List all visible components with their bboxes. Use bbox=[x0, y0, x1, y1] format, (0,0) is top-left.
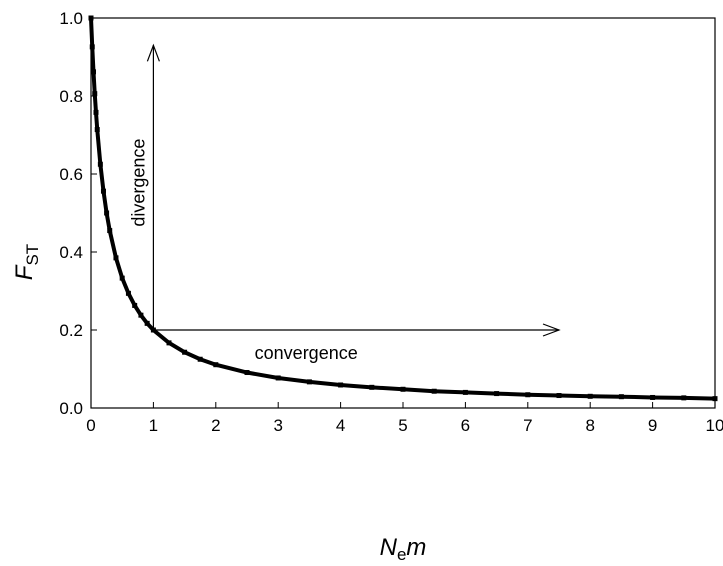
divergence-arrowhead bbox=[146, 43, 160, 62]
fst-curve-marker bbox=[681, 395, 687, 401]
divergence-label: divergence bbox=[128, 139, 148, 227]
x-tick-label: 9 bbox=[648, 416, 657, 435]
ticks-group: 0 1 2 3 4 5 6 7 8 9 10 0.0 0.2 0.4 0.6 0.8 1.0 bbox=[59, 9, 723, 435]
x-axis-title: Nem bbox=[380, 534, 427, 564]
curve-group bbox=[88, 15, 718, 402]
x-tick-label: 10 bbox=[706, 416, 723, 435]
annotations-group: divergence convergence bbox=[128, 43, 561, 363]
fst-curve-marker bbox=[712, 396, 718, 402]
fst-curve-marker bbox=[113, 255, 119, 261]
fst-curve-marker bbox=[100, 188, 106, 194]
x-axis-title-sub: e bbox=[397, 545, 406, 564]
plot-frame bbox=[90, 17, 716, 409]
fst-curve-marker bbox=[525, 392, 531, 398]
fst-curve-marker bbox=[369, 384, 375, 390]
fst-curve-marker bbox=[132, 302, 138, 308]
x-tick-label: 7 bbox=[523, 416, 532, 435]
y-axis-title-main: F bbox=[11, 264, 38, 280]
fst-curve-marker bbox=[92, 91, 98, 97]
fst-curve-marker bbox=[618, 394, 624, 400]
x-tick-label: 2 bbox=[211, 416, 220, 435]
fst-curve-line bbox=[89, 17, 716, 401]
fst-curve-marker bbox=[94, 127, 100, 133]
fst-curve-marker bbox=[197, 356, 203, 362]
fst-curve-marker bbox=[104, 210, 110, 216]
fst-curve-marker bbox=[213, 362, 219, 368]
fst-curve-marker bbox=[89, 44, 95, 50]
fst-curve-marker bbox=[97, 161, 103, 167]
y-axis-title: FST bbox=[11, 244, 42, 280]
fst-curve-marker bbox=[431, 388, 437, 394]
x-tick-label: 0 bbox=[86, 416, 95, 435]
y-tick-label: 1.0 bbox=[59, 9, 83, 28]
fst-curve-marker bbox=[144, 320, 150, 326]
y-tick-label: 0.2 bbox=[59, 321, 83, 340]
x-tick-label: 4 bbox=[336, 416, 345, 435]
fst-curve-marker bbox=[587, 393, 593, 399]
fst-curve-marker bbox=[338, 382, 344, 388]
fst-curve-marker bbox=[650, 394, 656, 400]
fst-curve-marker bbox=[166, 340, 172, 346]
fst-curve-marker bbox=[494, 391, 500, 397]
fst-curve-marker bbox=[119, 275, 125, 281]
fst-curve-marker bbox=[244, 370, 250, 376]
x-tick-label: 3 bbox=[273, 416, 282, 435]
convergence-label: convergence bbox=[255, 343, 358, 363]
fst-curve-marker bbox=[462, 389, 468, 395]
fst-curve-marker bbox=[107, 228, 113, 234]
fst-curve-marker bbox=[93, 109, 99, 115]
x-axis-title-main: N bbox=[380, 534, 398, 561]
y-tick-label: 0.0 bbox=[59, 399, 83, 418]
fst-curve-marker bbox=[125, 290, 131, 296]
y-axis-title-sub: ST bbox=[23, 244, 42, 266]
x-tick-label: 5 bbox=[398, 416, 407, 435]
fst-curve-marker bbox=[182, 349, 188, 355]
x-tick-label: 1 bbox=[149, 416, 158, 435]
fst-curve-marker bbox=[306, 379, 312, 385]
y-tick-label: 0.4 bbox=[59, 243, 83, 262]
fst-curve-marker bbox=[556, 393, 562, 399]
y-tick-label: 0.8 bbox=[59, 87, 83, 106]
convergence-arrowhead bbox=[542, 323, 561, 337]
fst-curve-marker bbox=[400, 386, 406, 392]
fst-curve-marker bbox=[88, 15, 94, 21]
x-tick-label: 6 bbox=[461, 416, 470, 435]
x-tick-label: 8 bbox=[585, 416, 594, 435]
fst-curve-marker bbox=[138, 312, 144, 318]
fst-curve-marker bbox=[90, 69, 96, 75]
x-axis-title-tail: m bbox=[406, 534, 426, 561]
y-tick-label: 0.6 bbox=[59, 165, 83, 184]
fst-curve-marker bbox=[275, 375, 281, 381]
